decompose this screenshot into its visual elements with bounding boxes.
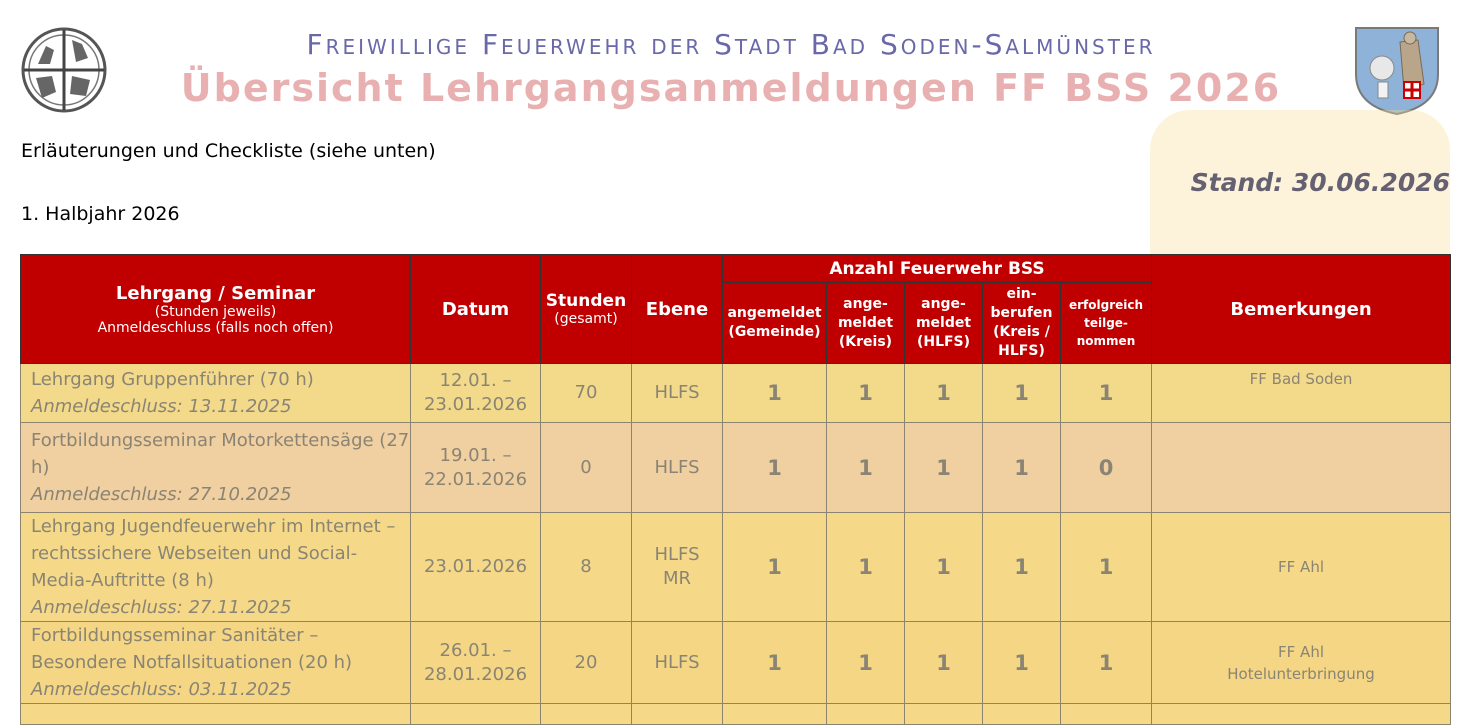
header-angemeldet-gemeinde: angemeldet (Gemeinde) — [722, 282, 827, 364]
empty-cell — [722, 703, 827, 725]
datum-cell: 23.01.2026 — [410, 512, 541, 622]
empty-cell — [826, 703, 905, 725]
course-deadline: Anmeldeschluss: 03.11.2025 — [31, 679, 292, 700]
section-heading: 1. Halbjahr 2026 — [21, 203, 180, 225]
empty-cell — [20, 703, 411, 725]
header-erfolgreich: erfolgreich teilge- nommen — [1059, 282, 1153, 364]
count-gemeinde: 1 — [722, 422, 827, 513]
table-row: Fortbildungsseminar Sanitäter – Besonder… — [20, 621, 1452, 704]
stunden-cell: 20 — [540, 621, 632, 704]
stand-date: Stand: 30.06.2026 — [1190, 168, 1450, 197]
count-erfolgreich: 1 — [1059, 621, 1153, 704]
count-kreis: 1 — [826, 621, 905, 704]
datum-cell: 19.01. – 22.01.2026 — [410, 422, 541, 513]
coat-of-arms-logo — [1355, 27, 1439, 116]
count-gemeinde: 1 — [722, 363, 827, 423]
bemerkung-cell — [1151, 422, 1452, 513]
organization-title: Freiwillige Feuerwehr der Stadt Bad Sode… — [306, 28, 1156, 61]
table-row: Fortbildungsseminar Motorkettensäge (27 … — [20, 422, 1452, 513]
datum-cell: 12.01. – 23.01.2026 — [410, 363, 541, 423]
bemerkung-cell: FF Ahl Hotelunterbringung — [1151, 621, 1452, 704]
count-erfolgreich: 1 — [1059, 363, 1153, 423]
course-name: Fortbildungsseminar Sanitäter – Besonder… — [31, 625, 353, 673]
header-anzahl-group: Anzahl Feuerwehr BSS — [721, 253, 1153, 284]
ebene-cell: HLFS — [631, 422, 723, 513]
count-erfolgreich: 1 — [1059, 512, 1153, 622]
header-einberufen: ein- berufen (Kreis / HLFS) — [982, 282, 1061, 364]
course-table-container: Lehrgang / Seminar (Stunden jeweils) Anm… — [20, 253, 1452, 725]
header-stunden-label: Stunden — [545, 291, 627, 311]
count-hlfs: 1 — [904, 422, 983, 513]
course-deadline: Anmeldeschluss: 27.10.2025 — [31, 484, 292, 505]
count-hlfs: 1 — [904, 512, 983, 622]
course-name: Lehrgang Gruppenführer (70 h) — [31, 369, 314, 390]
count-gemeinde: 1 — [722, 621, 827, 704]
count-kreis: 1 — [826, 363, 905, 423]
empty-cell — [540, 703, 632, 725]
table-row: Lehrgang Jugendfeuerwehr im Internet – r… — [20, 512, 1452, 622]
course-cell: Fortbildungsseminar Motorkettensäge (27 … — [20, 422, 411, 513]
empty-cell — [982, 703, 1061, 725]
stunden-cell: 8 — [540, 512, 632, 622]
bemerkung-line2: Hotelunterbringung — [1227, 664, 1375, 683]
empty-cell — [1059, 703, 1153, 725]
header-stunden: Stunden (gesamt) — [540, 254, 632, 364]
course-cell: Lehrgang Jugendfeuerwehr im Internet – r… — [20, 512, 411, 622]
course-cell: Lehrgang Gruppenführer (70 h) Anmeldesch… — [20, 363, 411, 423]
header-angemeldet-kreis: ange- meldet (Kreis) — [826, 282, 905, 364]
bemerkung-line1: FF Ahl — [1278, 642, 1324, 661]
ebene-cell: HLFS MR — [631, 512, 723, 622]
count-einberufen: 1 — [982, 512, 1061, 622]
count-hlfs: 1 — [904, 621, 983, 704]
course-name: Fortbildungsseminar Motorkettensäge (27 … — [31, 430, 410, 478]
header-course-label: Lehrgang / Seminar — [115, 282, 316, 304]
header-angemeldet-hlfs: ange- meldet (HLFS) — [904, 282, 983, 364]
empty-cell — [904, 703, 983, 725]
ebene-cell: HLFS — [631, 363, 723, 423]
bemerkung-cell: FF Bad Soden — [1151, 363, 1452, 423]
empty-cell — [410, 703, 541, 725]
course-deadline: Anmeldeschluss: 13.11.2025 — [31, 396, 292, 417]
intro-text: Erläuterungen und Checkliste (siehe unte… — [21, 140, 436, 162]
course-name: Lehrgang Jugendfeuerwehr im Internet – r… — [31, 516, 396, 591]
header-bemerkungen: Bemerkungen — [1151, 254, 1452, 364]
count-gemeinde: 1 — [722, 512, 827, 622]
count-einberufen: 1 — [982, 621, 1061, 704]
header-datum: Datum — [410, 254, 541, 364]
header-course: Lehrgang / Seminar (Stunden jeweils) Anm… — [20, 254, 411, 364]
table-row — [20, 703, 1452, 725]
count-kreis: 1 — [826, 512, 905, 622]
stunden-cell: 0 — [540, 422, 632, 513]
document-title: Übersicht Lehrgangsanmeldungen FF BSS 20… — [180, 66, 1282, 110]
header-course-sub2: Anmeldeschluss (falls noch offen) — [97, 319, 334, 336]
count-kreis: 1 — [826, 422, 905, 513]
course-cell: Fortbildungsseminar Sanitäter – Besonder… — [20, 621, 411, 704]
count-einberufen: 1 — [982, 363, 1061, 423]
course-deadline: Anmeldeschluss: 27.11.2025 — [31, 597, 292, 618]
empty-cell — [631, 703, 723, 725]
count-hlfs: 1 — [904, 363, 983, 423]
header-course-sub1: (Stunden jeweils) — [154, 303, 277, 320]
bemerkung-cell: FF Ahl — [1151, 512, 1452, 622]
header-ebene: Ebene — [631, 254, 723, 364]
stunden-cell: 70 — [540, 363, 632, 423]
datum-cell: 26.01. – 28.01.2026 — [410, 621, 541, 704]
ebene-cell: HLFS — [631, 621, 723, 704]
course-table: Lehrgang / Seminar (Stunden jeweils) Anm… — [20, 253, 1452, 725]
header-stunden-sub: (gesamt) — [554, 311, 618, 327]
count-einberufen: 1 — [982, 422, 1061, 513]
empty-cell — [1151, 703, 1452, 725]
firefighter-emblem-logo — [21, 27, 107, 113]
count-erfolgreich: 0 — [1059, 422, 1153, 513]
table-row: Lehrgang Gruppenführer (70 h) Anmeldesch… — [20, 363, 1452, 423]
